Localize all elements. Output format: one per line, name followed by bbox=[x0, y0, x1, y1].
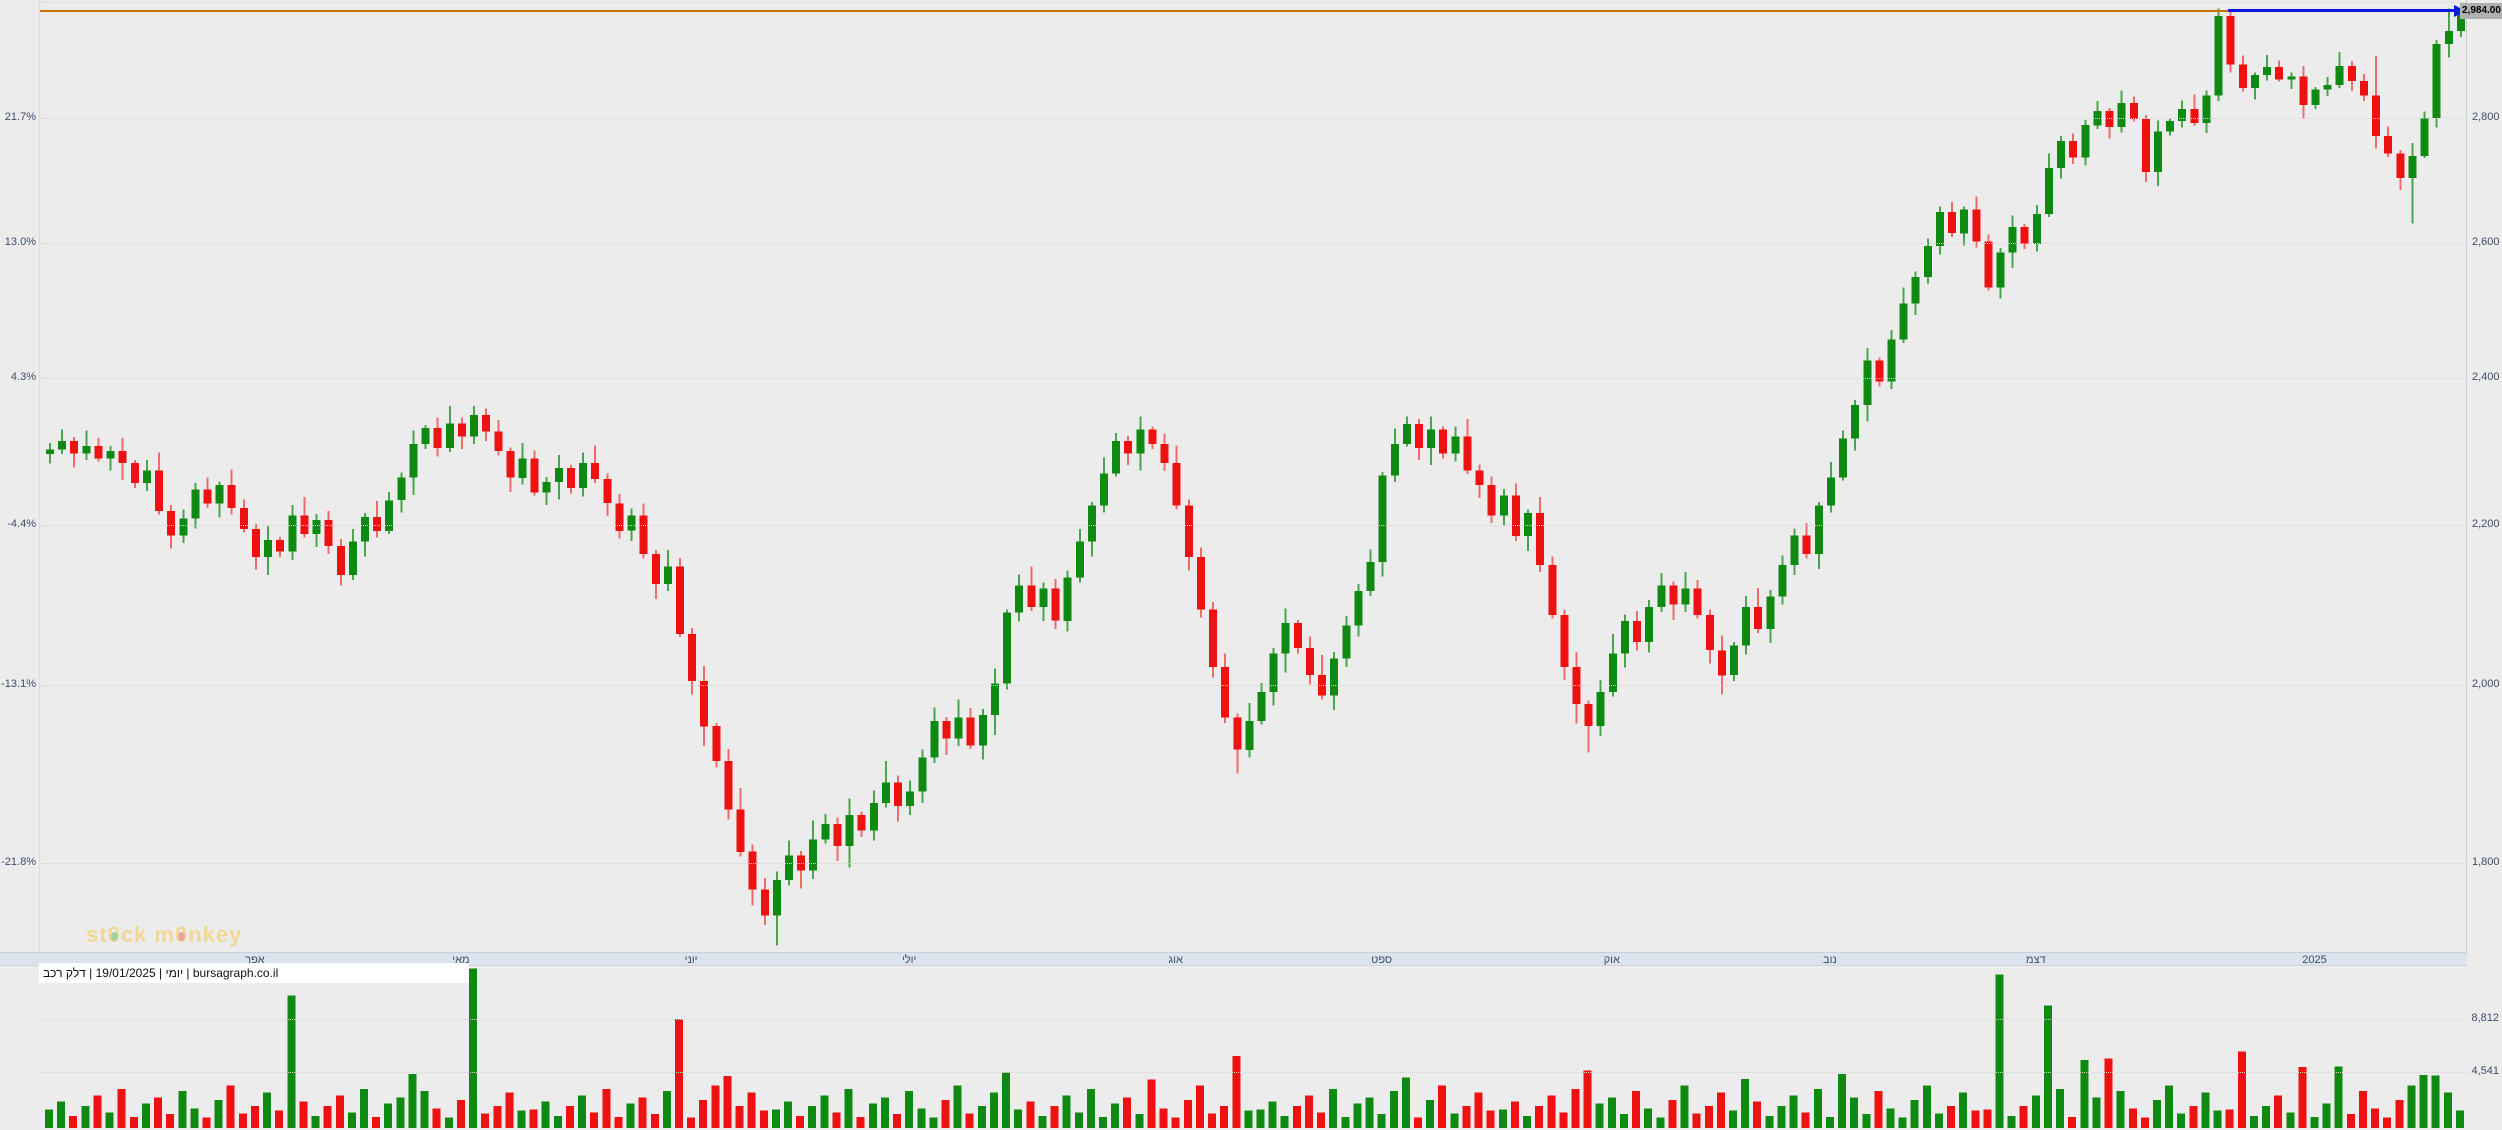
price-axis-label: 1,800 bbox=[2472, 855, 2500, 868]
percent-axis-label: -4.4% bbox=[7, 517, 36, 530]
info-text: יומי | 19/01/2025 | דלק רכב | bursagraph… bbox=[43, 966, 279, 980]
month-axis-label: יולי bbox=[901, 954, 917, 966]
price-gridline bbox=[40, 377, 2466, 379]
x-axis-month-band: אפר מאי יוני יולי אוג ספט אוק נוב דצמ 2025 bbox=[0, 952, 2467, 966]
price-axis-label: 2,200 bbox=[2472, 517, 2500, 530]
percent-axis-label: -21.8% bbox=[1, 855, 36, 868]
right-price-axis: 2,800 2,600 2,400 2,200 2,000 1,800 bbox=[2467, 0, 2502, 952]
price-axis-label: 2,000 bbox=[2472, 678, 2500, 691]
watermark-text: st bbox=[86, 922, 108, 947]
volume-axis-label: 4,541 bbox=[2471, 1064, 2499, 1077]
month-axis-label: אוק bbox=[1603, 954, 1620, 966]
volume-gridline bbox=[39, 1018, 2467, 1020]
price-gridline bbox=[40, 118, 2466, 119]
price-gridline bbox=[40, 685, 2466, 687]
last-price-tag: 2,984.00 bbox=[2460, 3, 2502, 19]
price-axis-label: 2,600 bbox=[2472, 235, 2500, 248]
price-gridline bbox=[40, 862, 2466, 864]
info-bar: יומי | 19/01/2025 | דלק רכב | bursagraph… bbox=[39, 963, 469, 983]
month-axis-label: יוני bbox=[684, 954, 698, 966]
price-axis-label: 2,400 bbox=[2472, 370, 2500, 383]
green-dot-icon bbox=[110, 931, 118, 941]
percent-axis-label: 4.3% bbox=[10, 370, 36, 383]
volume-pane[interactable] bbox=[39, 966, 2467, 1130]
price-gridline bbox=[40, 524, 2466, 526]
month-axis-label: נוב bbox=[1823, 954, 1837, 966]
volume-svg[interactable] bbox=[39, 966, 2467, 1130]
month-axis-label: דצמ bbox=[2026, 954, 2046, 966]
percent-axis-label: -13.1% bbox=[1, 678, 36, 691]
percent-axis-label: 13.0% bbox=[4, 235, 36, 248]
price-gridline bbox=[40, 1, 2466, 3]
price-axis-label: 2,800 bbox=[2472, 111, 2500, 123]
orange-price-line bbox=[40, 9, 2466, 12]
month-axis-label: ספט bbox=[1371, 954, 1393, 966]
volume-gridline bbox=[39, 1071, 2467, 1073]
watermark-zero-green: 0 bbox=[108, 922, 121, 948]
month-axis-label: אוג bbox=[1168, 954, 1183, 966]
watermark: st0ck m0nkey bbox=[86, 922, 243, 948]
price-gridline bbox=[40, 242, 2466, 244]
percent-axis-label: 21.7% bbox=[4, 111, 36, 123]
price-plot[interactable]: st0ck m0nkey bbox=[39, 0, 2467, 952]
left-percent-axis: 21.7% 13.0% 4.3% -4.4% -13.1% -21.8% bbox=[0, 0, 39, 952]
candlestick-svg[interactable] bbox=[40, 0, 2468, 952]
watermark-zero-red: 0 bbox=[175, 922, 188, 948]
blue-trendline[interactable] bbox=[2227, 9, 2454, 13]
month-axis-label: 2025 bbox=[2302, 954, 2327, 966]
red-dot-icon bbox=[178, 931, 186, 941]
volume-axis-label: 8,812 bbox=[2471, 1011, 2499, 1024]
